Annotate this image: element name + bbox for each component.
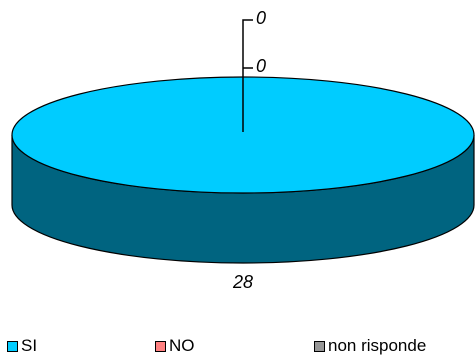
pie-chart: 0 0 28 xyxy=(11,8,475,292)
legend-label-non-risponde: non risponde xyxy=(328,336,427,355)
data-label-no: 0 xyxy=(256,56,266,76)
legend-swatch-no xyxy=(155,340,166,352)
legend-swatch-non-risponde xyxy=(314,340,325,352)
data-label-si: 28 xyxy=(232,272,253,292)
legend-label-no: NO xyxy=(169,336,195,355)
leader-line-no xyxy=(242,19,253,132)
legend: SI NO non risponde xyxy=(0,336,475,360)
legend-item-non-risponde: non risponde xyxy=(314,336,426,356)
legend-item-si: SI xyxy=(7,336,37,356)
legend-label-si: SI xyxy=(21,336,38,355)
data-label-non-risponde: 0 xyxy=(256,8,266,28)
legend-item-no: NO xyxy=(155,336,195,356)
legend-swatch-si xyxy=(7,340,18,352)
